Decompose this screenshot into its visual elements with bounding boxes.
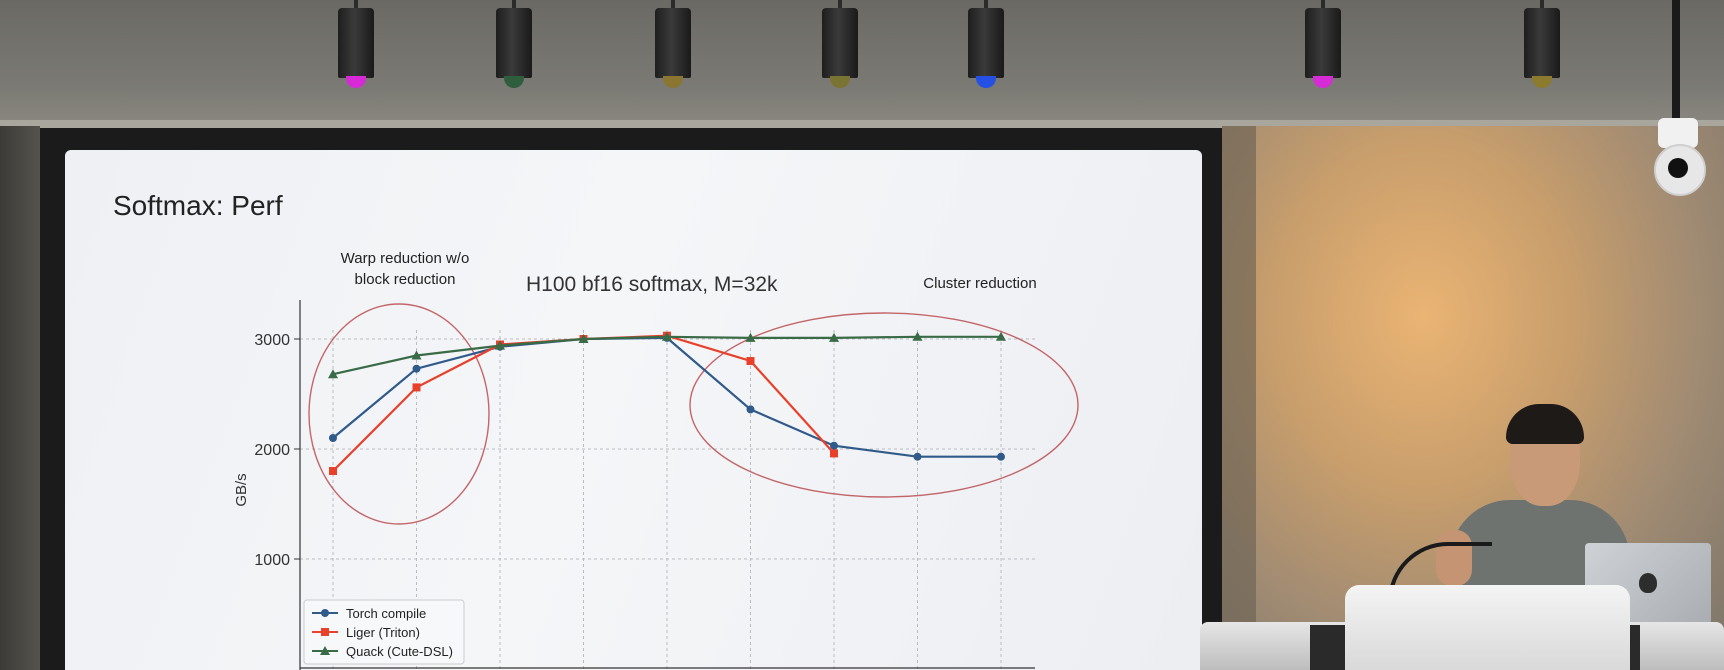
- data-point-torch-compile: [412, 364, 421, 373]
- data-point-quack-cute-dsl: [829, 332, 839, 342]
- apple-logo-icon: [1639, 573, 1657, 593]
- data-point-liger-triton: [412, 383, 421, 392]
- left-wall: [0, 126, 40, 670]
- chart-title: H100 bf16 softmax, M=32k: [526, 273, 778, 296]
- data-point-torch-compile: [329, 434, 337, 442]
- warp-reduction-annotation: Warp reduction w/o block reduction: [340, 250, 470, 288]
- data-point-quack-cute-dsl: [578, 334, 589, 343]
- camera-mount: [1672, 0, 1680, 120]
- data-point-liger-triton: [329, 467, 337, 475]
- data-point-quack-cute-dsl: [662, 331, 672, 341]
- podium: [1345, 585, 1630, 670]
- data-point-liger-triton: [746, 357, 755, 365]
- data-point-quack-cute-dsl: [912, 331, 923, 341]
- ceiling-edge: [0, 120, 1724, 128]
- legend-label: Torch compile: [346, 606, 426, 621]
- data-point-torch-compile: [830, 441, 838, 450]
- data-point-quack-cute-dsl: [996, 331, 1006, 341]
- data-point-legend-quack-cute-dsl: [320, 646, 330, 655]
- data-point-legend-torch-compile: [321, 609, 329, 617]
- data-point-legend-liger-triton: [321, 628, 329, 636]
- data-point-liger-triton: [830, 449, 838, 458]
- data-point-quack-cute-dsl: [745, 332, 756, 342]
- data-point-quack-cute-dsl: [411, 350, 422, 360]
- cluster-reduction-ellipse: [689, 312, 1079, 498]
- y-axis-label: GB/s: [233, 473, 250, 506]
- slide: [65, 150, 1202, 670]
- y-tick-label: 3000: [254, 332, 290, 349]
- ceiling: [0, 0, 1724, 126]
- y-tick-label: 1000: [254, 552, 290, 569]
- ptz-camera: [1652, 118, 1706, 196]
- data-point-quack-cute-dsl: [495, 340, 505, 350]
- legend-label: Liger (Triton): [346, 625, 420, 640]
- wall-pillar: [1222, 126, 1256, 670]
- cluster-reduction-annotation: Cluster reduction: [923, 275, 1037, 292]
- legend-box: [303, 599, 465, 665]
- slide-title: Softmax: Perf: [113, 190, 283, 221]
- warp-reduction-ellipse: [308, 303, 490, 525]
- data-point-torch-compile: [997, 452, 1005, 461]
- data-point-torch-compile: [746, 405, 755, 414]
- data-point-torch-compile: [913, 452, 922, 461]
- y-tick-label: 2000: [254, 442, 290, 459]
- legend-label: Quack (Cute-DSL): [346, 644, 453, 659]
- data-point-quack-cute-dsl: [328, 369, 338, 379]
